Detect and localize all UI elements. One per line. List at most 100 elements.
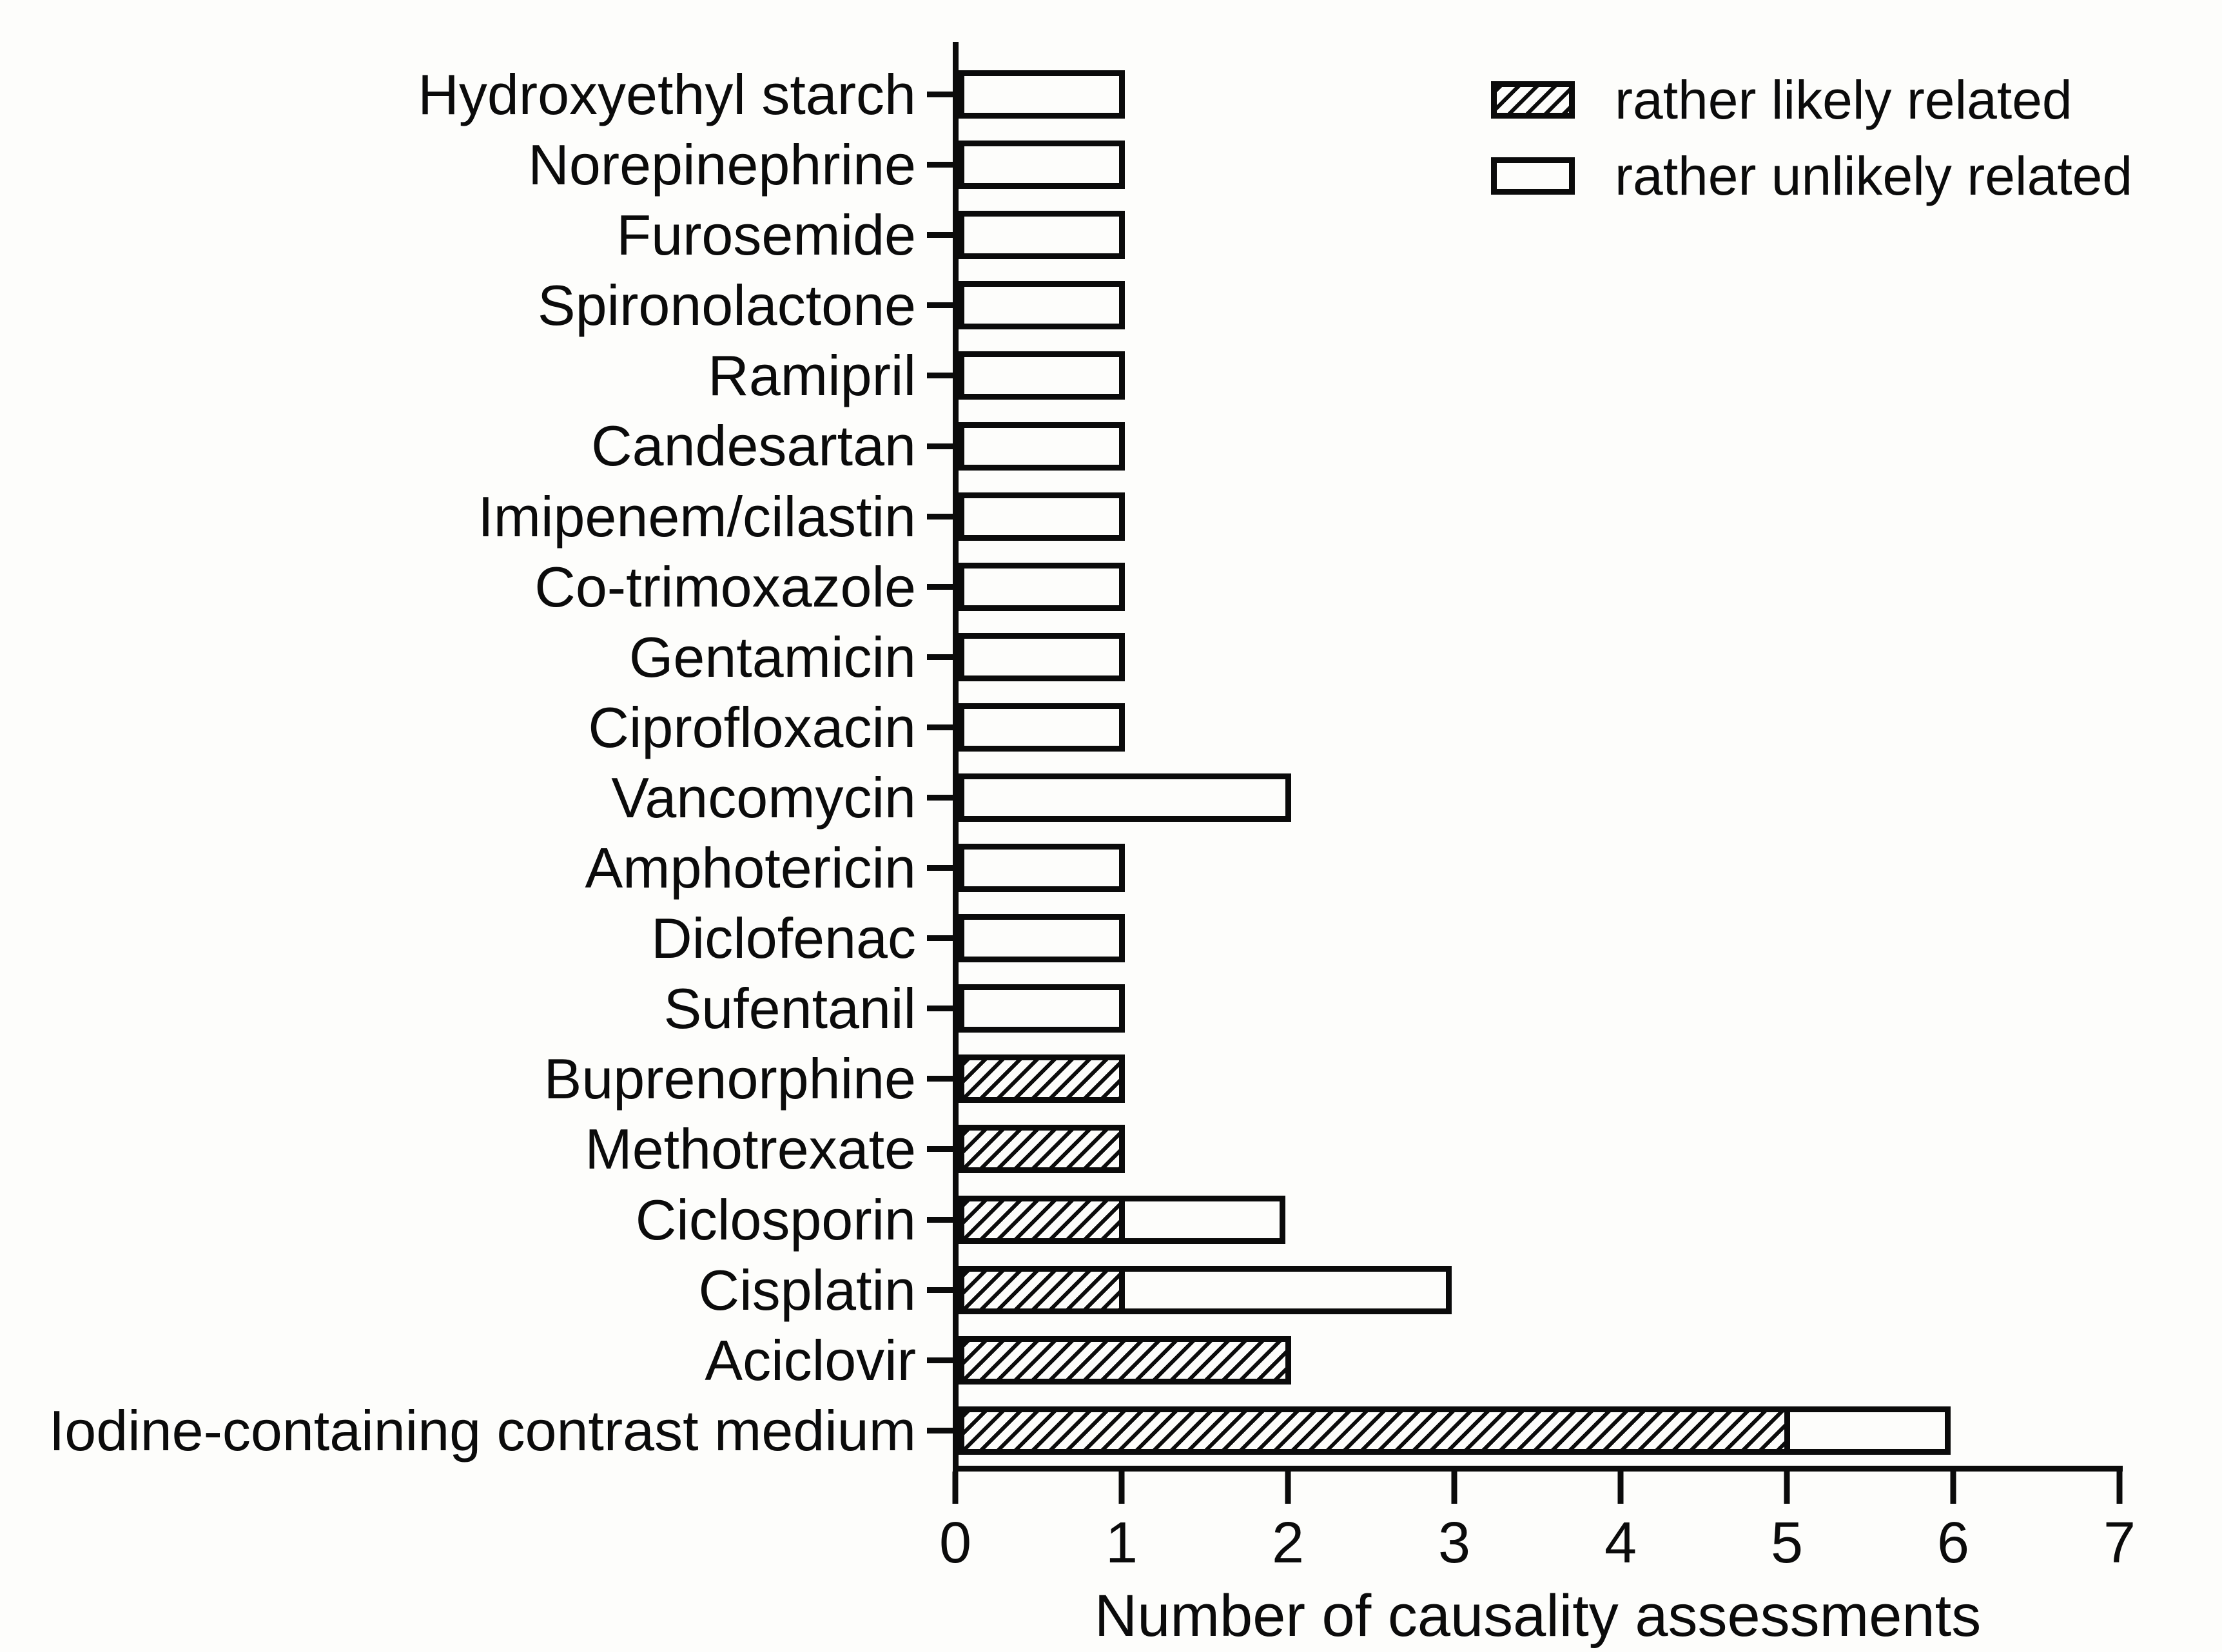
bar	[959, 844, 2123, 893]
category-label: Co-trimoxazole	[534, 554, 916, 619]
bar-row	[927, 411, 2123, 481]
bar	[959, 351, 2123, 400]
bar-segment-rather-unlikely-related	[959, 141, 1125, 189]
bar-segment-rather-likely-related	[959, 1125, 1125, 1174]
bar	[959, 1406, 2123, 1455]
bar	[959, 1125, 2123, 1174]
category-label: Buprenorphine	[543, 1047, 916, 1111]
legend-label: rather unlikely related	[1615, 145, 2133, 206]
x-axis-tick	[1451, 1472, 1457, 1504]
x-axis: 0 1 2 3 4 5 6 7	[939, 1472, 2136, 1652]
x-axis-tick-label: 1	[1105, 1511, 1138, 1575]
bar-segment-rather-unlikely-related	[959, 281, 1125, 330]
y-axis-tick	[927, 1357, 953, 1363]
y-axis-tick	[927, 513, 953, 520]
category-labels: Hydroxyethyl starch Norepinephrine Furosem…	[0, 59, 916, 1466]
category-label: Aciclovir	[705, 1328, 916, 1392]
category-label: Ciprofloxacin	[588, 695, 916, 759]
x-axis-tick	[1617, 1472, 1624, 1504]
y-axis-tick	[927, 724, 953, 730]
bar	[959, 1336, 2123, 1385]
category-label: Amphotericin	[585, 836, 916, 900]
bar-segment-rather-unlikely-related	[959, 773, 1291, 822]
bar	[959, 70, 2123, 119]
bar-segment-rather-unlikely-related	[959, 351, 1125, 400]
category-label: Imipenem/cilastin	[478, 484, 916, 549]
plot-area	[927, 42, 2123, 1472]
legend-label: rather likely related	[1615, 69, 2072, 130]
bar-segment-rather-likely-related	[959, 1054, 1125, 1103]
x-axis-tick	[1118, 1472, 1125, 1504]
category-label: Furosemide	[616, 203, 916, 267]
hatched-swatch-icon	[1491, 81, 1575, 119]
y-axis-tick	[927, 443, 953, 449]
x-axis-tick	[952, 1472, 959, 1504]
bar	[959, 984, 2123, 1033]
y-axis-tick	[927, 92, 953, 98]
bar-segment-rather-likely-related	[959, 1195, 1125, 1244]
y-axis-tick	[927, 1427, 953, 1433]
legend-item-likely: rather likely related	[1491, 62, 2132, 138]
category-label: Spironolactone	[537, 273, 916, 338]
bar-row	[927, 1114, 2123, 1184]
bar-row	[927, 692, 2123, 763]
bar-row	[927, 481, 2123, 552]
bar-segment-rather-unlikely-related	[959, 422, 1125, 471]
bar	[959, 1054, 2123, 1103]
bar-row	[927, 763, 2123, 833]
bar	[959, 1195, 2123, 1244]
bar-row	[927, 270, 2123, 340]
x-axis-tick-label: 2	[1271, 1511, 1305, 1575]
x-axis-tick	[1950, 1472, 1956, 1504]
category-label: Cisplatin	[698, 1258, 916, 1322]
category-label: Norepinephrine	[528, 133, 916, 197]
category-label: Vancomycin	[611, 765, 916, 830]
y-axis-tick	[927, 1076, 953, 1082]
y-axis-tick	[927, 935, 953, 942]
bar-rows	[927, 59, 2123, 1466]
bar-segment-rather-unlikely-related	[959, 211, 1125, 260]
x-axis-title: Number of causality assessments	[1094, 1583, 1982, 1649]
bar-row	[927, 1044, 2123, 1114]
bar-row	[927, 552, 2123, 622]
y-axis-tick	[927, 654, 953, 660]
bar-row	[927, 340, 2123, 411]
bar-row	[927, 1325, 2123, 1395]
bar	[959, 422, 2123, 471]
y-axis-tick	[927, 1216, 953, 1223]
bar-segment-rather-unlikely-related	[959, 844, 1125, 893]
y-axis-tick	[927, 1006, 953, 1012]
y-axis-tick	[927, 302, 953, 309]
category-label: Sufentanil	[663, 977, 916, 1041]
x-axis-tick-label: 7	[2103, 1511, 2136, 1575]
bar-row	[927, 973, 2123, 1044]
bar	[959, 914, 2123, 963]
y-axis-tick	[927, 373, 953, 379]
bar-row	[927, 622, 2123, 692]
category-label: Methotrexate	[585, 1117, 916, 1181]
category-label: Gentamicin	[629, 625, 916, 689]
bar-segment-rather-unlikely-related	[1119, 1195, 1285, 1244]
bar-segment-rather-unlikely-related	[1784, 1406, 1951, 1455]
white-swatch-icon	[1491, 157, 1575, 195]
x-axis-tick	[2116, 1472, 2123, 1504]
bar	[959, 211, 2123, 260]
bar	[959, 141, 2123, 189]
bar	[959, 562, 2123, 611]
category-label: Ramipril	[708, 344, 916, 408]
bar-segment-rather-unlikely-related	[959, 984, 1125, 1033]
bar-segment-rather-likely-related	[959, 1336, 1291, 1385]
x-axis-tick	[1784, 1472, 1790, 1504]
x-axis-tick	[1285, 1472, 1291, 1504]
category-label: Iodine-containing contrast medium	[48, 1398, 916, 1463]
bar	[959, 773, 2123, 822]
bar-segment-rather-unlikely-related	[959, 70, 1125, 119]
bar-segment-rather-unlikely-related	[959, 703, 1125, 752]
bar-row	[927, 833, 2123, 903]
x-axis-tick-label: 6	[1936, 1511, 1970, 1575]
bar-row	[927, 1255, 2123, 1325]
bar-segment-rather-likely-related	[959, 1265, 1125, 1314]
bar-segment-rather-unlikely-related	[959, 562, 1125, 611]
bar-row	[927, 903, 2123, 973]
